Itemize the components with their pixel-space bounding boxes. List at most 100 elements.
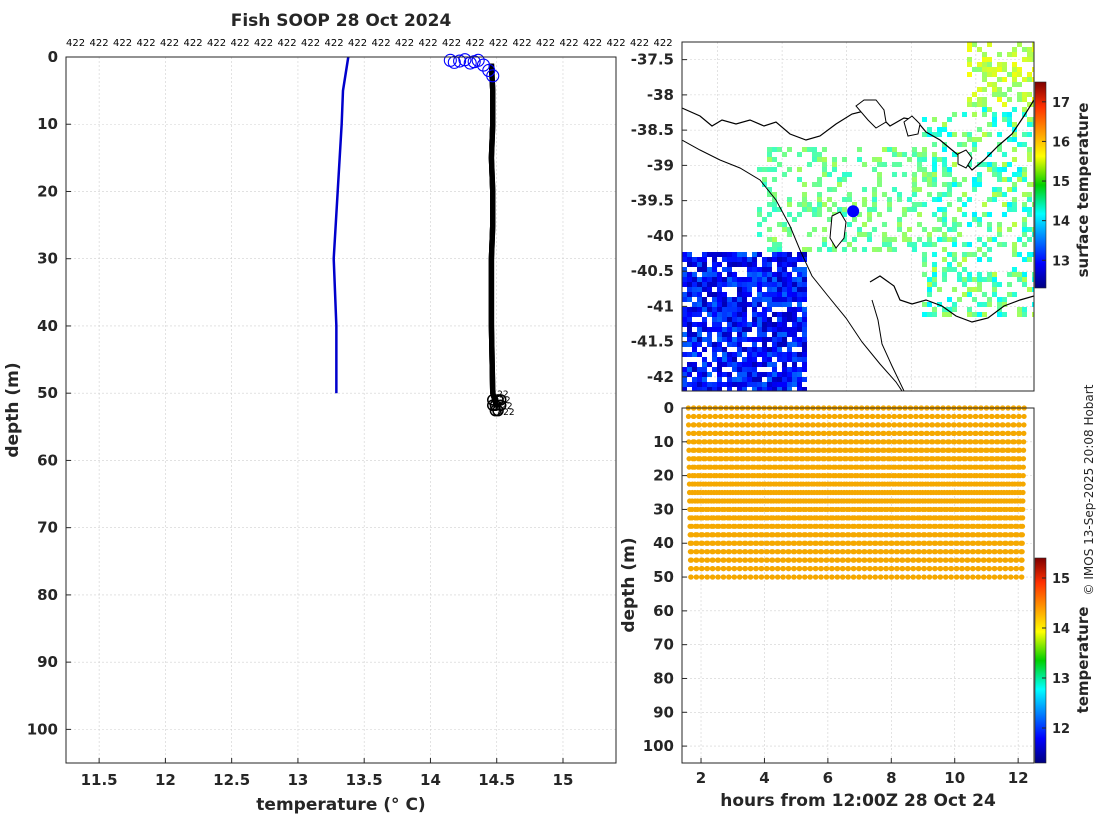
sample-point	[721, 523, 727, 529]
surface-point	[453, 54, 467, 68]
sample-point	[773, 456, 779, 462]
sample-point	[1011, 430, 1017, 436]
sample-point	[716, 523, 722, 529]
sst-cell	[1002, 177, 1007, 182]
sample-point	[816, 456, 822, 462]
sst-cell	[1012, 52, 1017, 57]
sample-point	[998, 532, 1004, 538]
sst-cell	[787, 197, 792, 202]
sample-point	[878, 532, 885, 538]
sample-point	[887, 456, 893, 462]
sample-point	[935, 439, 941, 445]
sst-cell	[792, 352, 797, 357]
sst-cell	[997, 302, 1002, 307]
sst-cell	[947, 187, 952, 192]
sample-point	[797, 549, 803, 555]
sst-cell	[712, 307, 717, 312]
sst-cell	[782, 292, 787, 297]
sst-cell	[872, 167, 877, 172]
sample-point	[970, 549, 976, 555]
sst-cell	[1012, 247, 1017, 252]
sst-cell	[747, 302, 752, 307]
sample-point	[1020, 515, 1026, 521]
sample-point	[751, 447, 757, 453]
deployment-label: 422	[231, 38, 250, 49]
sst-cell	[997, 67, 1002, 72]
sample-point	[702, 439, 708, 445]
sst-cell	[1017, 72, 1022, 77]
sst-cell	[772, 242, 777, 247]
sst-cell	[1022, 167, 1027, 172]
sst-cell	[687, 322, 692, 327]
sst-cell	[777, 242, 782, 247]
sst-cell	[697, 297, 702, 302]
sample-point	[691, 439, 697, 445]
sample-point	[962, 413, 968, 420]
sst-cell	[732, 352, 737, 357]
sst-cell	[1022, 232, 1027, 237]
sst-cell	[862, 162, 867, 167]
sample-point	[990, 456, 996, 462]
sample-point	[878, 565, 884, 572]
sample-point	[946, 439, 952, 445]
sample-point	[981, 574, 987, 580]
sst-cell	[907, 242, 912, 247]
sample-point	[1011, 439, 1017, 445]
sst-cell	[692, 322, 697, 327]
sst-cell	[1007, 272, 1012, 277]
sst-cell	[777, 372, 782, 377]
sst-cell	[737, 277, 742, 282]
sst-cell	[967, 252, 972, 257]
sample-point	[746, 456, 752, 462]
sst-cell	[717, 342, 722, 347]
sst-cell	[967, 47, 972, 52]
sample-point	[740, 422, 746, 428]
sst-cell	[982, 202, 987, 207]
sst-cell	[872, 227, 877, 232]
sample-point	[905, 565, 911, 572]
sst-cell	[697, 372, 702, 377]
sample-point	[724, 430, 730, 436]
sst-cell	[732, 277, 737, 282]
sst-cell	[727, 387, 732, 391]
sst-cell	[942, 127, 947, 132]
sst-cell	[707, 267, 712, 272]
sample-point	[870, 456, 876, 462]
sst-cell	[802, 267, 807, 272]
sst-cell	[797, 352, 802, 357]
sample-point	[946, 456, 952, 462]
sst-cell	[787, 352, 792, 357]
sst-cell	[797, 387, 802, 391]
sample-point	[748, 532, 754, 538]
sst-cell	[697, 267, 702, 272]
sample-point	[780, 565, 786, 572]
sample-point	[705, 557, 711, 563]
sample-point	[981, 540, 987, 546]
sample-point	[794, 447, 800, 453]
sst-cell	[1032, 57, 1034, 62]
sample-point	[973, 447, 979, 453]
sst-cell	[692, 307, 697, 312]
sst-cell	[1017, 42, 1022, 47]
sst-cell	[942, 312, 947, 317]
sst-cell	[782, 267, 787, 272]
sst-cell	[1017, 67, 1022, 72]
sst-cell	[767, 372, 772, 377]
sst-cell	[727, 357, 732, 362]
sample-point	[927, 557, 933, 563]
sst-cell	[747, 272, 752, 277]
y-tick-label: 20	[653, 467, 674, 485]
sst-cell	[867, 217, 872, 222]
sample-point	[851, 565, 857, 572]
sst-cell	[687, 252, 692, 257]
sample-point	[762, 447, 768, 453]
sst-cell	[772, 367, 777, 372]
sample-point	[900, 523, 906, 529]
sst-cell	[812, 152, 817, 157]
sst-cell	[962, 192, 967, 197]
sst-cell	[752, 367, 757, 372]
sample-point	[913, 413, 919, 420]
sample-point	[835, 565, 841, 572]
sample-point	[694, 565, 700, 572]
